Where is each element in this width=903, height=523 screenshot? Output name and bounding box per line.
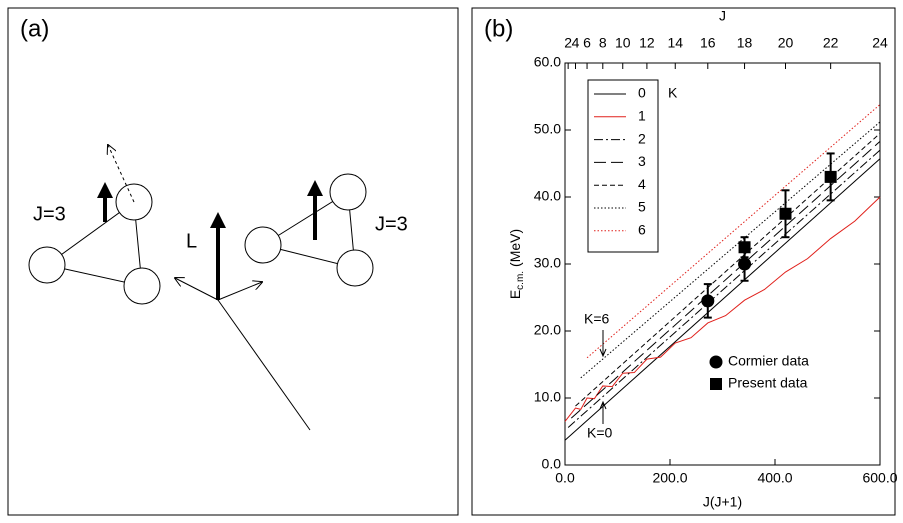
panel-b-frame — [471, 7, 896, 516]
x2-tick-label: 8 — [599, 35, 607, 51]
y-axis-title-part: E — [507, 290, 523, 299]
x2-tick-label: 10 — [615, 35, 631, 51]
y-tick-label: 50.0 — [534, 121, 561, 137]
annotation-arrowhead — [599, 400, 607, 410]
panel-label: (b) — [484, 15, 513, 42]
axis-line — [217, 299, 311, 431]
data-point — [738, 241, 751, 254]
axis-arrow — [217, 282, 262, 301]
legend-marker — [710, 378, 722, 390]
orbital-label: L — [186, 230, 197, 252]
panel-a-frame — [7, 7, 459, 516]
x2-tick-label: 24 — [872, 35, 888, 51]
x2-tick-label: 18 — [737, 35, 753, 51]
x2-tick-label: 22 — [823, 35, 839, 51]
legend-label: 4 — [638, 176, 646, 192]
series-line — [586, 104, 881, 359]
legend-label: Cormier data — [728, 353, 809, 369]
cluster — [123, 267, 161, 305]
legend-title: K — [668, 85, 678, 101]
x-axis-title: J(J+1) — [703, 494, 742, 510]
annotation-arrowhead — [599, 348, 607, 358]
y-tick-label: 40.0 — [534, 188, 561, 204]
legend-label: 2 — [638, 130, 646, 146]
direction-arrow — [108, 145, 135, 203]
x-tick-label: 400.0 — [757, 470, 792, 486]
legend-label: 0 — [638, 85, 646, 101]
x2-tick-label: 20 — [778, 35, 794, 51]
legend-label: 3 — [638, 153, 646, 169]
y-axis-title-part: (MeV) — [507, 229, 523, 267]
x-tick-label: 0.0 — [555, 470, 575, 486]
x2-axis-title: J — [719, 8, 726, 24]
spin-label: J=3 — [33, 203, 66, 225]
cluster — [329, 173, 367, 211]
data-point — [738, 257, 752, 271]
cluster — [244, 226, 282, 264]
cluster-triangle — [261, 191, 356, 269]
series-line — [567, 149, 881, 428]
y-axis-title-part: c.m. — [515, 271, 526, 290]
x2-tick-label: 14 — [667, 35, 683, 51]
panel-label: (a) — [20, 15, 49, 42]
legend-label: 5 — [638, 199, 646, 215]
x2-tick-label: 4 — [572, 35, 580, 51]
axis-arrow — [175, 278, 219, 301]
plot: 0.0 10.0 20.0 30.0 40.0 50.0 60.0 0.0 200.0 400.0… — [507, 8, 898, 510]
annotation: K=0 — [587, 425, 613, 441]
y-tick-label: 20.0 — [534, 322, 561, 338]
cluster — [336, 249, 374, 287]
data-point — [824, 170, 837, 183]
cluster — [28, 246, 66, 284]
series-line — [564, 158, 881, 441]
y-tick-label: 10.0 — [534, 389, 561, 405]
legend-label: 6 — [638, 222, 646, 238]
cluster-triangle — [45, 201, 143, 287]
legend-marker — [709, 355, 723, 369]
panel-a — [28, 145, 374, 431]
data-point — [779, 207, 792, 220]
annotation: K=6 — [584, 311, 610, 327]
x-tick-label: 600.0 — [862, 470, 897, 486]
x2-tick-label: 12 — [639, 35, 655, 51]
legend-box — [587, 79, 659, 253]
series-line — [570, 141, 881, 419]
series-line — [580, 121, 881, 379]
x2-tick-label: 16 — [700, 35, 716, 51]
data-point — [701, 294, 715, 308]
x-tick-label: 200.0 — [652, 470, 687, 486]
spin-label: J=3 — [375, 213, 408, 235]
series-line — [564, 196, 881, 422]
legend-label: Present data — [728, 375, 808, 391]
x2-tick-label: 2 — [564, 35, 572, 51]
y-axis-title: Ec.m. (MeV) — [507, 229, 526, 299]
y-tick-label: 30.0 — [534, 255, 561, 271]
legend-label: 1 — [638, 108, 646, 124]
x2-tick-label: 6 — [583, 35, 591, 51]
y-tick-label: 60.0 — [534, 54, 561, 70]
y-tick-label: 0.0 — [542, 456, 562, 472]
